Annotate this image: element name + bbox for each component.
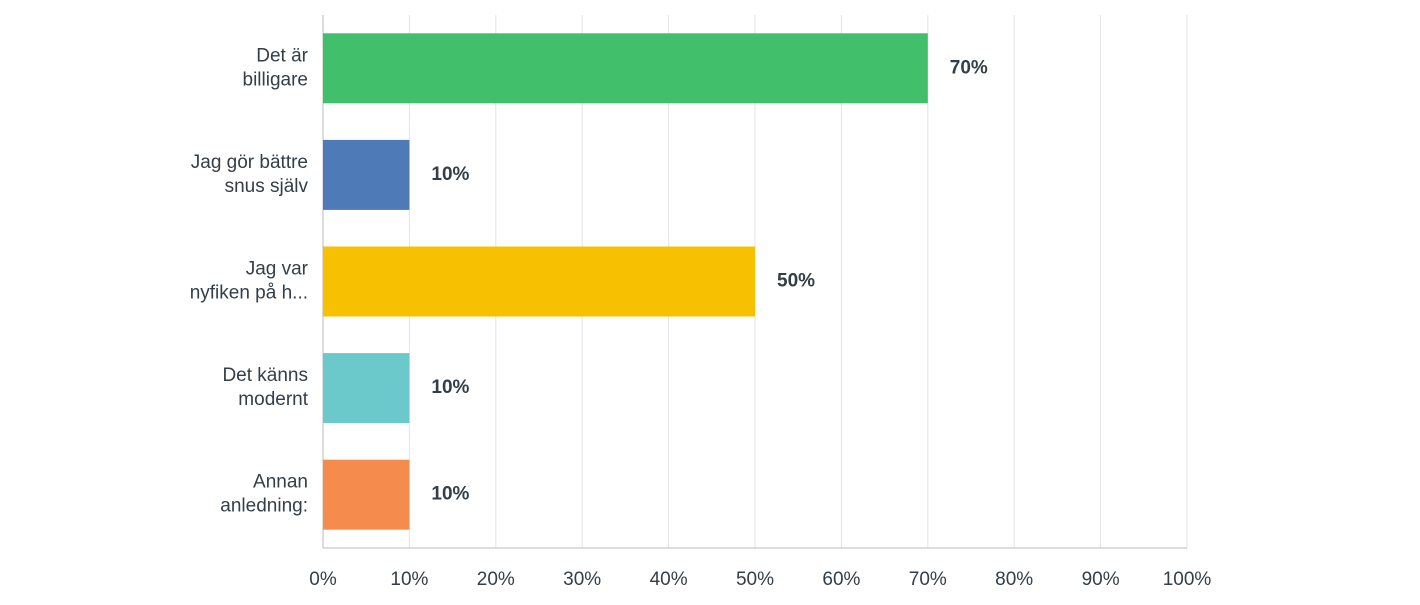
x-tick-label: 100% <box>1163 569 1212 590</box>
category-label: Det känns modernt <box>222 365 308 410</box>
x-tick-label: 90% <box>1082 569 1120 590</box>
value-label: 10% <box>431 484 469 505</box>
category-label: Jag var nyfiken på h... <box>190 259 309 304</box>
bar <box>323 459 410 530</box>
bar <box>323 353 410 424</box>
bar <box>323 33 928 104</box>
x-tick-label: 40% <box>650 569 688 590</box>
x-tick-label: 30% <box>563 569 601 590</box>
x-tick-label: 20% <box>477 569 515 590</box>
x-tick-label: 60% <box>822 569 860 590</box>
bar <box>323 139 410 210</box>
value-label: 50% <box>777 271 815 292</box>
value-label: 10% <box>431 377 469 398</box>
category-label: Annan anledning: <box>220 472 308 517</box>
category-label: Det är billigare <box>243 45 309 90</box>
x-tick-label: 70% <box>909 569 947 590</box>
value-label: 10% <box>431 164 469 185</box>
category-label: Jag gör bättre snus själv <box>191 152 309 197</box>
bar <box>323 246 755 317</box>
value-label: 70% <box>950 57 988 78</box>
x-tick-label: 50% <box>736 569 774 590</box>
x-tick-label: 10% <box>390 569 428 590</box>
x-tick-label: 80% <box>995 569 1033 590</box>
x-tick-label: 0% <box>309 569 337 590</box>
